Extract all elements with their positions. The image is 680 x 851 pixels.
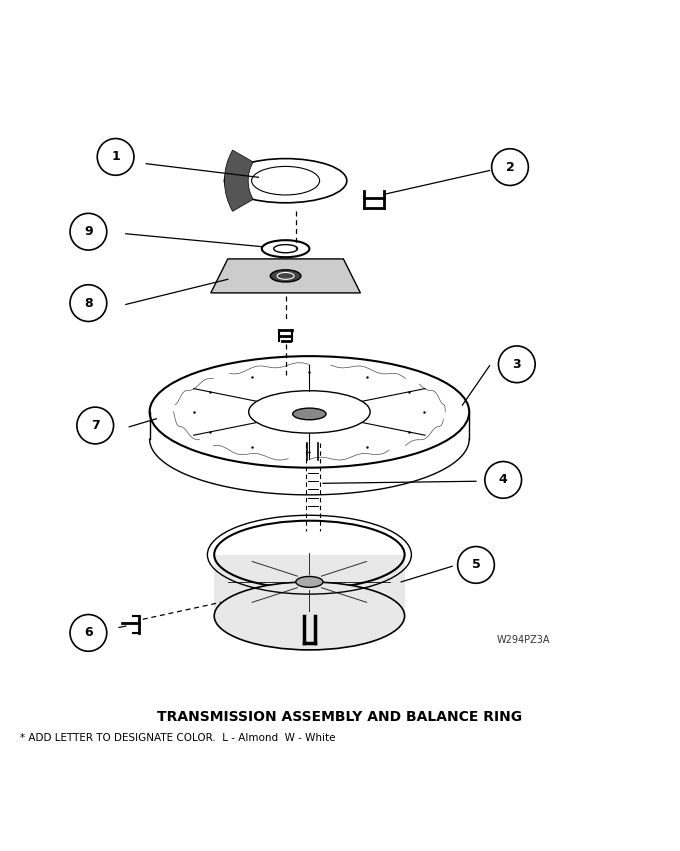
Text: TRANSMISSION ASSEMBLY AND BALANCE RING: TRANSMISSION ASSEMBLY AND BALANCE RING (158, 710, 522, 723)
Text: 4: 4 (499, 473, 507, 487)
Text: 7: 7 (91, 419, 99, 432)
Text: 6: 6 (84, 626, 92, 639)
Text: * ADD LETTER TO DESIGNATE COLOR.  L - Almond  W - White: * ADD LETTER TO DESIGNATE COLOR. L - Alm… (20, 734, 336, 743)
Polygon shape (211, 259, 360, 293)
Text: W294PZ3A: W294PZ3A (496, 635, 550, 645)
Text: 9: 9 (84, 226, 92, 238)
Polygon shape (214, 555, 405, 616)
Ellipse shape (214, 582, 405, 650)
Ellipse shape (292, 408, 326, 420)
Wedge shape (224, 150, 253, 211)
Text: 2: 2 (506, 161, 514, 174)
Ellipse shape (270, 270, 301, 282)
Text: 5: 5 (472, 558, 480, 571)
Ellipse shape (296, 576, 323, 587)
Text: 1: 1 (112, 151, 120, 163)
Text: 8: 8 (84, 297, 92, 310)
Text: 3: 3 (513, 357, 521, 371)
